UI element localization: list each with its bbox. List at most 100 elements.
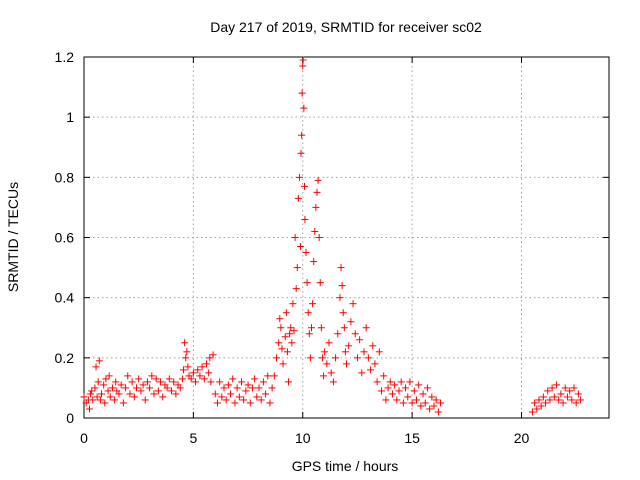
data-point-0-47 — [165, 375, 173, 383]
data-point-0-79 — [227, 390, 235, 398]
data-point-0-13 — [98, 390, 105, 398]
data-point-0-73 — [213, 399, 221, 407]
data-point-0-16 — [102, 375, 110, 383]
data-point-0-65 — [198, 363, 206, 371]
y-tick-label-0: 0 — [66, 410, 74, 426]
data-point-0-96 — [264, 372, 272, 380]
data-point-0-136 — [310, 258, 318, 266]
data-point-0-178 — [384, 384, 392, 392]
grid-layer — [84, 57, 609, 418]
y-tick-label-3: 0.6 — [55, 230, 75, 246]
data-point-0-36 — [141, 396, 149, 404]
data-point-0-111 — [287, 324, 295, 332]
data-point-0-107 — [282, 309, 290, 317]
data-point-0-151 — [332, 354, 340, 362]
data-point-0-57 — [183, 348, 191, 356]
data-point-0-177 — [382, 396, 390, 404]
data-point-0-91 — [253, 393, 261, 401]
data-point-0-19 — [106, 393, 114, 401]
data-point-0-141 — [315, 234, 323, 241]
data-point-0-76 — [220, 384, 228, 392]
data-point-0-15 — [101, 399, 109, 407]
data-point-0-144 — [318, 354, 326, 362]
data-point-0-159 — [343, 360, 350, 368]
data-point-0-58 — [184, 363, 192, 371]
data-point-0-203 — [528, 408, 536, 416]
data-point-0-215 — [555, 396, 563, 404]
data-point-0-25 — [117, 381, 125, 389]
data-point-0-119 — [295, 173, 303, 181]
data-point-0-105 — [279, 360, 287, 368]
data-point-0-153 — [336, 294, 344, 302]
data-point-0-139 — [313, 188, 321, 196]
data-point-0-156 — [339, 309, 347, 317]
data-point-0-40 — [150, 390, 158, 398]
data-point-0-200 — [432, 396, 440, 404]
data-point-0-120 — [297, 243, 305, 251]
data-point-0-18 — [105, 372, 113, 380]
x-tick-label-1: 5 — [189, 430, 197, 446]
data-point-0-148 — [325, 339, 333, 347]
data-point-0-66 — [200, 375, 208, 383]
data-point-0-190 — [410, 387, 418, 395]
data-point-0-82 — [233, 384, 241, 392]
data-point-0-182 — [393, 396, 401, 404]
data-point-0-27 — [122, 384, 130, 392]
data-point-0-48 — [168, 387, 175, 395]
data-point-0-143 — [317, 324, 325, 332]
data-point-0-158 — [341, 348, 349, 356]
data-point-0-161 — [347, 318, 355, 326]
data-point-0-88 — [246, 399, 254, 407]
data-point-0-205 — [533, 405, 541, 413]
data-point-0-206 — [535, 396, 543, 404]
data-point-0-169 — [364, 354, 372, 362]
data-point-0-4 — [87, 390, 95, 398]
data-point-0-6 — [89, 396, 97, 404]
data-point-0-78 — [224, 381, 232, 389]
data-point-0-81 — [231, 399, 239, 407]
data-point-0-14 — [100, 381, 108, 389]
data-point-0-210 — [544, 387, 552, 395]
data-point-0-135 — [309, 300, 317, 308]
data-point-0-180 — [388, 390, 396, 398]
data-point-0-171 — [369, 342, 377, 350]
data-point-0-44 — [159, 393, 167, 401]
y-axis-label: SRMTID / TECUs — [5, 182, 21, 292]
data-point-0-146 — [321, 348, 329, 356]
data-point-0-166 — [358, 369, 366, 377]
y-tick-label-1: 0.2 — [55, 350, 75, 366]
data-point-0-22 — [112, 378, 120, 386]
data-point-0-117 — [293, 264, 301, 272]
data-point-0-185 — [399, 399, 407, 407]
data-point-0-84 — [238, 378, 245, 386]
x-tick-label-0: 0 — [80, 430, 88, 446]
data-point-0-31 — [130, 393, 138, 401]
data-point-0-28 — [124, 372, 132, 380]
data-point-0-192 — [415, 381, 423, 389]
data-point-0-212 — [548, 384, 556, 392]
data-point-0-52 — [176, 384, 184, 392]
data-point-0-60 — [187, 375, 195, 383]
data-point-0-217 — [559, 399, 567, 407]
data-point-0-118 — [294, 194, 302, 202]
data-point-0-188 — [406, 378, 414, 386]
data-point-0-150 — [329, 378, 337, 386]
data-point-0-222 — [570, 384, 578, 392]
x-tick-label-3: 15 — [404, 430, 420, 446]
data-point-0-9 — [93, 393, 101, 401]
data-point-0-116 — [292, 285, 300, 293]
data-point-0-172 — [371, 360, 379, 368]
data-point-0-103 — [277, 324, 285, 332]
data-point-0-125 — [299, 56, 307, 64]
data-point-0-55 — [181, 339, 189, 347]
data-point-0-34 — [137, 387, 145, 395]
data-point-0-100 — [273, 354, 280, 362]
data-point-0-209 — [542, 399, 550, 407]
y-tick-label-4: 0.8 — [55, 169, 75, 185]
data-point-0-83 — [235, 393, 243, 401]
data-point-0-195 — [421, 399, 429, 407]
data-point-0-54 — [180, 366, 188, 374]
data-point-0-77 — [222, 396, 230, 404]
data-point-0-189 — [408, 399, 416, 407]
